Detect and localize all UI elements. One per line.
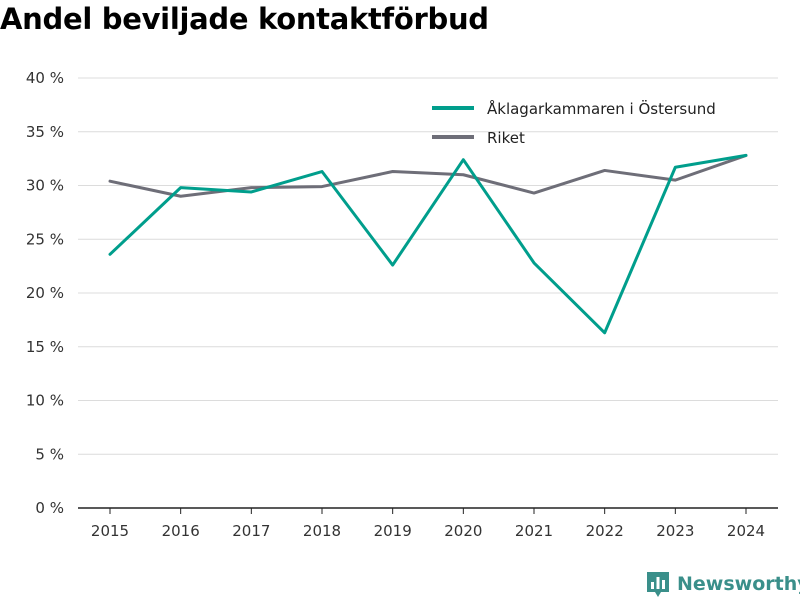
brand-logo: Newsworthy [645, 570, 800, 598]
series-line-0 [108, 153, 748, 335]
y-axis-ticks: 0 % 5 % 10 % 15 % 20 % 25 % 30 % 35 % 40 % [26, 69, 64, 517]
x-tick-label: 2020 [444, 522, 482, 540]
brand-name: Newsworthy [677, 573, 800, 595]
x-axis: 2015 2016 2017 2018 2019 2020 2021 2022 2023 2024 [78, 507, 778, 540]
y-tick-label: 30 % [26, 177, 64, 195]
y-tick-label: 20 % [26, 284, 64, 302]
x-tick-label: 2018 [303, 522, 341, 540]
y-tick-label: 25 % [26, 230, 64, 248]
legend-label: Riket [487, 129, 525, 147]
y-tick-label: 15 % [26, 338, 64, 356]
chart-title: Andel beviljade kontaktförbud [0, 2, 489, 36]
y-tick-label: 35 % [26, 123, 64, 141]
series-lines [108, 153, 748, 335]
x-tick-label: 2022 [586, 522, 624, 540]
y-tick-label: 0 % [35, 499, 64, 517]
x-tick-label: 2021 [515, 522, 553, 540]
legend-label: Åklagarkammaren i Östersund [487, 99, 716, 118]
x-tick-label: 2016 [162, 522, 200, 540]
gridlines [78, 77, 778, 455]
x-tick-label: 2019 [374, 522, 412, 540]
x-tick-label: 2024 [727, 522, 765, 540]
bar-chart-badge-icon [647, 572, 669, 597]
y-tick-label: 40 % [26, 69, 64, 87]
x-tick-label: 2023 [656, 522, 694, 540]
y-tick-label: 5 % [35, 445, 64, 463]
legend: Åklagarkammaren i Östersund Riket [432, 99, 716, 147]
y-tick-label: 10 % [26, 392, 64, 410]
series-line-1 [108, 153, 748, 198]
x-tick-label: 2015 [91, 522, 129, 540]
x-tick-label: 2017 [232, 522, 270, 540]
